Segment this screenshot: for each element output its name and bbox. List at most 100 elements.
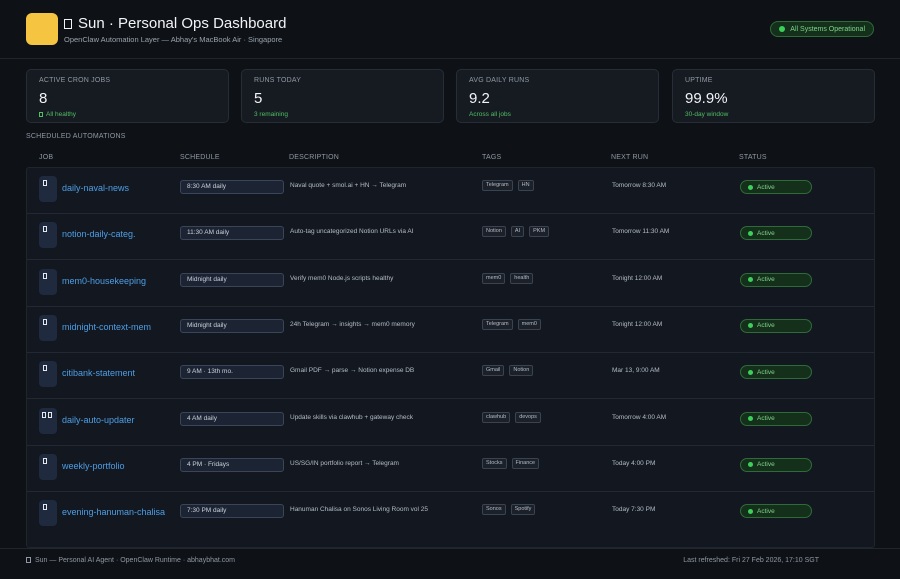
status-badge[interactable]: Active	[740, 318, 812, 333]
status-badge[interactable]: Active	[740, 365, 812, 380]
job-name-link[interactable]: daily-naval-news	[62, 183, 130, 193]
column-header-job[interactable]: JOB	[39, 154, 54, 161]
tag-list: mem0 health	[482, 272, 534, 284]
schedule-chip: 4 AM daily	[180, 411, 284, 426]
status-text: Active	[757, 322, 775, 330]
icon-glyph	[48, 411, 52, 418]
schedule-chip: 11:30 AM daily	[180, 226, 284, 241]
system-status-badge: All Systems Operational	[770, 21, 874, 37]
tag[interactable]: Telegram	[482, 180, 513, 191]
tag-list: Telegram mem0	[482, 318, 541, 330]
stat-note: All healthy	[39, 111, 76, 118]
next-run: Tonight 12:00 AM	[612, 274, 663, 282]
doc-icon	[39, 361, 57, 388]
table-row[interactable]: citibank-statement 9 AM · 13th mo. Gmail P…	[27, 353, 874, 400]
icon-glyph	[42, 411, 46, 418]
schedule-chip: Midnight daily	[180, 318, 284, 333]
tag[interactable]: HN	[517, 180, 534, 191]
column-header-status[interactable]: STATUS	[739, 154, 767, 161]
job-name-link[interactable]: citibank-statement	[62, 368, 136, 379]
automations-table: JOB SCHEDULE DESCRIPTION TAGS NEXT RUN S…	[26, 149, 875, 549]
tag-list: clawhub devops	[482, 411, 541, 423]
job-name-link[interactable]: midnight-context-mem	[62, 321, 152, 332]
status-text: Active	[757, 368, 775, 376]
job-name-link[interactable]: evening-hanuman-chalisa	[62, 507, 166, 518]
job-description: Hanuman Chalisa on Sonos Living Room vol…	[290, 506, 429, 514]
header: Sun · Personal Ops Dashboard OpenClaw Au…	[26, 13, 874, 47]
next-run: Tonight 12:00 AM	[612, 320, 663, 328]
status-text: Active	[757, 507, 775, 515]
job-name-link[interactable]: notion-daily-categ.	[62, 229, 136, 240]
check-icon	[39, 112, 43, 117]
next-run: Today 7:30 PM	[612, 506, 656, 514]
job-name-link[interactable]: daily-auto-updater	[62, 414, 135, 425]
icon-glyph	[43, 180, 47, 186]
job-description: US/SG/IN portfolio report → Telegram	[290, 459, 399, 467]
status-badge[interactable]: Active	[740, 457, 812, 472]
stat-card-uptime: UPTIME 99.9% 30-day window	[672, 69, 875, 123]
tag[interactable]: mem0	[482, 272, 506, 284]
tag[interactable]: mem0	[517, 318, 541, 330]
table-row[interactable]: daily-auto-updater 4 AM daily Update skill…	[27, 400, 874, 446]
stat-value: 5	[254, 90, 263, 107]
job-name-link[interactable]: mem0-housekeeping	[62, 275, 147, 286]
status-dot-icon	[748, 184, 753, 190]
tag-list: Telegram HN	[482, 180, 534, 191]
tag[interactable]: PKM	[529, 226, 550, 238]
stat-label: RUNS TODAY	[254, 77, 302, 84]
stat-value: 9.2	[469, 90, 490, 107]
doc-icon	[39, 314, 57, 341]
footer-left: Sun — Personal AI Agent · OpenClaw Runti…	[26, 557, 235, 564]
tag[interactable]: Gmail	[482, 365, 505, 377]
column-header-schedule[interactable]: SCHEDULE	[180, 154, 220, 161]
tag-list: Notion AI PKM	[482, 226, 550, 238]
stat-label: UPTIME	[685, 77, 713, 84]
status-text: Active	[757, 183, 775, 191]
status-dot-icon	[748, 508, 753, 514]
refresh-icon	[39, 407, 57, 434]
column-header-tags[interactable]: TAGS	[482, 154, 502, 161]
column-header-description[interactable]: DESCRIPTION	[289, 154, 340, 161]
page-title: Sun · Personal Ops Dashboard	[64, 15, 286, 32]
stat-value: 99.9%	[685, 90, 728, 107]
column-header-next-run[interactable]: NEXT RUN	[611, 154, 649, 161]
status-badge[interactable]: Active	[740, 272, 812, 287]
tag[interactable]: AI	[510, 226, 525, 238]
status-badge[interactable]: Active	[740, 504, 812, 519]
icon-glyph	[43, 457, 47, 464]
tag[interactable]: Sonos	[482, 504, 506, 516]
doc-icon	[39, 222, 57, 249]
tag[interactable]: Stocks	[482, 457, 507, 469]
page-title-text: Sun · Personal Ops Dashboard	[78, 15, 287, 32]
status-badge[interactable]: Active	[740, 411, 812, 426]
header-divider	[0, 58, 900, 59]
table-row[interactable]: daily-naval-news 8:30 AM daily Naval quote…	[27, 168, 874, 214]
table-row[interactable]: mem0-housekeeping Midnight daily Verify me…	[27, 261, 874, 307]
tag[interactable]: clawhub	[482, 411, 511, 423]
schedule-chip: Midnight daily	[180, 272, 284, 287]
tag[interactable]: Spotify	[510, 504, 536, 516]
table-row[interactable]: midnight-context-mem Midnight daily 24h Te…	[27, 307, 874, 353]
table-row[interactable]: evening-hanuman-chalisa 7:30 PM daily Hanu…	[27, 492, 874, 538]
stat-note: 30-day window	[685, 111, 729, 118]
tag[interactable]: Notion	[482, 226, 506, 238]
next-run: Mar 13, 9:00 AM	[612, 367, 660, 375]
sun-icon	[64, 19, 72, 29]
status-badge[interactable]: Active	[740, 226, 812, 241]
job-name-link[interactable]: weekly-portfolio	[62, 460, 125, 471]
tag[interactable]: Finance	[511, 457, 540, 469]
tag[interactable]: health	[510, 272, 534, 284]
tag[interactable]: devops	[515, 411, 541, 423]
job-description: 24h Telegram → insights → mem0 memory	[290, 320, 415, 328]
stat-cards: ACTIVE CRON JOBS 8 All healthy RUNS TODA…	[26, 69, 875, 123]
tag[interactable]: Telegram	[482, 318, 513, 330]
status-badge[interactable]: Active	[740, 180, 812, 194]
job-description: Verify mem0 Node.js scripts healthy	[290, 274, 394, 282]
table-row[interactable]: weekly-portfolio 4 PM · Fridays US/SG/IN p…	[27, 446, 874, 492]
next-run: Tomorrow 11:30 AM	[612, 228, 670, 236]
schedule-chip: 8:30 AM daily	[180, 180, 284, 194]
tag[interactable]: Notion	[509, 365, 534, 377]
stat-label: ACTIVE CRON JOBS	[39, 77, 111, 84]
table-row[interactable]: notion-daily-categ. 11:30 AM daily Auto-ta…	[27, 214, 874, 261]
status-text: Active	[757, 276, 775, 284]
